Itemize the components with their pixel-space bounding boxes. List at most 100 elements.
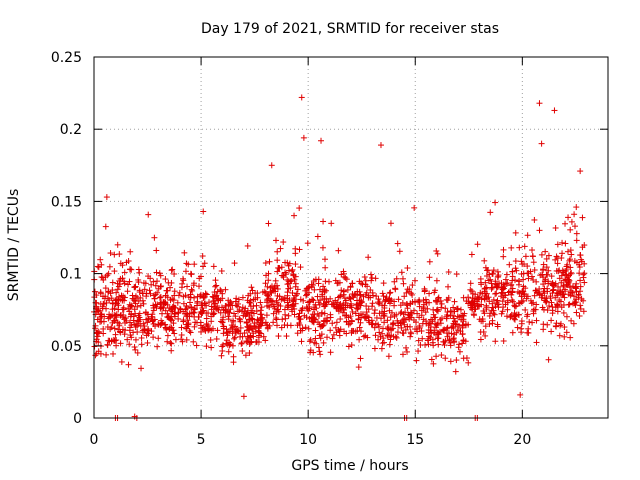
data-point xyxy=(432,287,439,294)
data-point xyxy=(338,271,345,278)
data-point xyxy=(549,281,556,288)
data-point xyxy=(570,320,577,327)
data-point xyxy=(98,261,105,268)
data-point xyxy=(387,314,394,321)
data-point xyxy=(285,301,292,308)
data-point xyxy=(467,286,474,293)
data-point xyxy=(404,265,411,272)
data-point xyxy=(384,333,391,340)
data-point xyxy=(237,324,244,331)
data-point xyxy=(132,346,139,353)
data-point xyxy=(296,205,303,212)
data-point xyxy=(357,292,364,299)
data-point xyxy=(349,280,356,287)
data-point xyxy=(556,275,563,282)
data-point xyxy=(402,344,409,351)
data-point xyxy=(111,268,118,275)
data-point xyxy=(470,311,477,318)
data-point xyxy=(184,311,191,318)
data-point xyxy=(404,305,411,312)
data-point xyxy=(515,311,522,318)
data-point xyxy=(109,279,116,286)
data-point xyxy=(249,287,256,294)
data-point xyxy=(410,307,417,314)
data-point xyxy=(561,294,568,301)
data-point xyxy=(356,300,363,307)
data-point xyxy=(94,263,101,270)
data-point xyxy=(214,327,221,334)
data-point xyxy=(312,335,319,342)
data-point xyxy=(316,348,323,355)
data-point xyxy=(345,321,352,328)
data-point xyxy=(139,329,146,336)
data-point xyxy=(363,309,370,316)
data-point xyxy=(200,293,207,300)
data-point xyxy=(561,324,568,331)
data-point xyxy=(380,293,387,300)
data-point xyxy=(188,271,195,278)
data-point xyxy=(404,301,411,308)
data-point xyxy=(563,313,570,320)
data-point xyxy=(145,316,152,323)
data-point xyxy=(509,289,516,296)
data-point xyxy=(213,282,220,289)
data-point xyxy=(342,274,349,281)
data-point xyxy=(204,322,211,329)
data-point xyxy=(95,348,102,355)
data-point xyxy=(289,266,296,273)
data-point xyxy=(208,344,215,351)
data-point xyxy=(568,218,575,225)
data-point xyxy=(319,244,326,251)
data-point xyxy=(250,310,257,317)
data-point xyxy=(558,304,565,311)
data-point xyxy=(421,288,428,295)
data-point xyxy=(492,338,499,345)
data-point xyxy=(113,296,120,303)
data-point xyxy=(437,320,444,327)
data-point xyxy=(545,356,552,363)
data-point xyxy=(231,335,238,342)
data-point xyxy=(170,320,177,327)
data-point xyxy=(103,194,110,201)
data-point xyxy=(500,304,507,311)
data-point xyxy=(220,307,227,314)
data-point xyxy=(399,351,406,358)
data-point xyxy=(511,303,518,310)
data-point xyxy=(150,292,157,299)
data-point xyxy=(540,261,547,268)
data-point xyxy=(568,317,575,324)
data-point xyxy=(297,264,304,271)
data-point xyxy=(257,299,264,306)
data-point xyxy=(231,260,238,267)
data-point xyxy=(548,299,555,306)
data-point xyxy=(434,329,441,336)
data-point xyxy=(514,324,521,331)
data-point xyxy=(242,352,249,359)
data-point xyxy=(120,278,127,285)
data-point xyxy=(119,262,126,269)
data-point xyxy=(241,308,248,315)
data-point xyxy=(253,302,260,309)
data-point xyxy=(368,277,375,284)
data-point xyxy=(262,319,269,326)
data-point xyxy=(112,299,119,306)
data-point xyxy=(136,289,143,296)
data-point xyxy=(502,276,509,283)
data-point xyxy=(443,313,450,320)
data-point xyxy=(548,317,555,324)
data-point xyxy=(303,291,310,298)
data-point xyxy=(500,281,507,288)
data-point xyxy=(561,333,568,340)
data-point xyxy=(281,322,288,329)
data-point xyxy=(270,319,277,326)
data-point xyxy=(276,293,283,300)
data-point xyxy=(307,349,314,356)
data-point xyxy=(152,282,159,289)
data-point xyxy=(299,325,306,332)
data-point xyxy=(559,239,566,246)
data-point xyxy=(169,327,176,334)
data-point xyxy=(456,314,463,321)
data-point xyxy=(119,275,126,282)
data-point xyxy=(258,311,265,318)
data-point xyxy=(394,329,401,336)
